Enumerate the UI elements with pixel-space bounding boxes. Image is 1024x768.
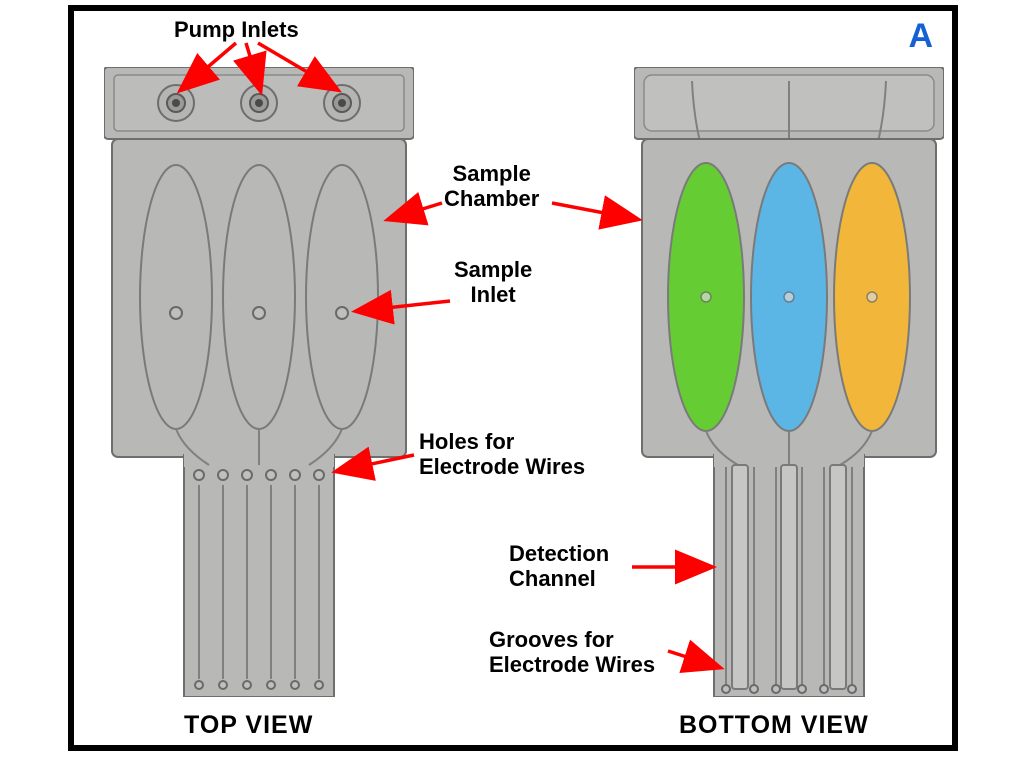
figure-canvas: A // color for panel letter applied late… [0, 0, 1024, 768]
figure-frame: A // color for panel letter applied late… [68, 5, 958, 751]
arrow-pump-inlets [74, 11, 952, 745]
